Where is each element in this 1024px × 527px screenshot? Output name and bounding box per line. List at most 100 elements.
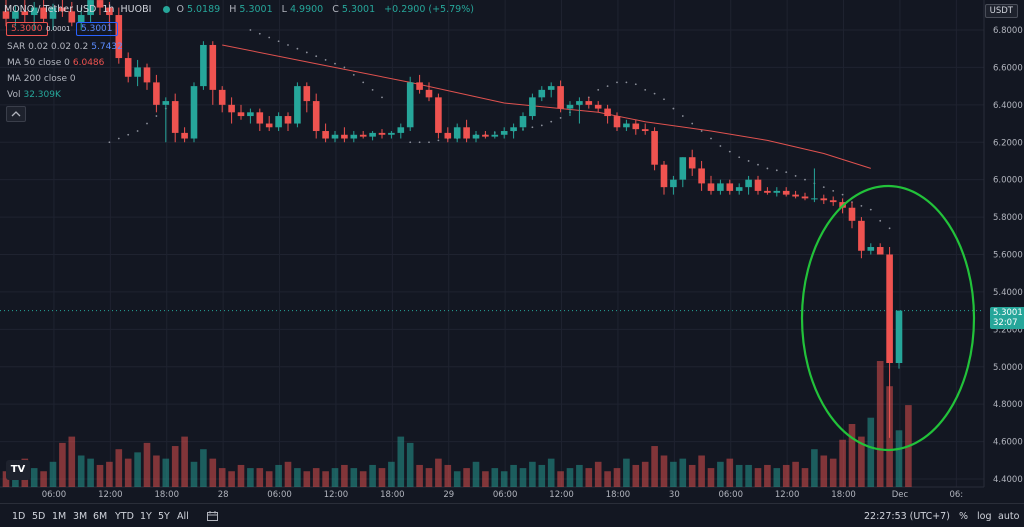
x-tick-label: 12:00: [98, 490, 123, 500]
candle-body: [191, 86, 198, 138]
candle-body: [454, 127, 461, 138]
candle-body: [492, 135, 499, 137]
candle-body: [445, 133, 452, 139]
candle-body: [322, 131, 329, 138]
exchange-label: HUOBI: [121, 4, 152, 15]
date-range-icon[interactable]: [206, 510, 220, 522]
timeframe-1y[interactable]: 1Y: [140, 511, 152, 522]
volume-bar: [332, 468, 339, 487]
candle-body: [886, 255, 893, 364]
sar-dot: [409, 141, 411, 143]
candle-body: [783, 191, 790, 195]
candle-body: [567, 105, 574, 109]
volume-bar: [736, 465, 743, 487]
sar-dot: [334, 63, 336, 65]
volume-bar: [492, 468, 499, 487]
timeframe-all[interactable]: All: [177, 511, 189, 522]
volume-bar: [482, 471, 489, 487]
percent-toggle[interactable]: %: [959, 511, 968, 522]
sar-dot: [127, 134, 129, 136]
volume-bar: [473, 462, 480, 487]
volume-bar: [557, 471, 564, 487]
timeframe-5y[interactable]: 5Y: [158, 511, 170, 522]
collapse-legend-button[interactable]: [6, 106, 26, 122]
sar-dot: [757, 164, 759, 166]
volume-bar: [116, 449, 123, 487]
volume-bar: [811, 449, 818, 487]
volume-bar: [745, 465, 752, 487]
y-tick-label: 6.0000: [993, 176, 1023, 186]
candle-body: [642, 129, 649, 131]
x-tick-label: 18:00: [380, 490, 405, 500]
volume-bar: [698, 456, 705, 488]
candle-body: [868, 247, 875, 251]
sar-dot: [616, 81, 618, 83]
sar-dot: [287, 44, 289, 46]
auto-toggle[interactable]: auto: [998, 511, 1019, 522]
candle-body: [764, 191, 771, 193]
sar-dot: [306, 52, 308, 54]
open-label: O: [176, 4, 183, 15]
volume-bar: [567, 468, 574, 487]
x-tick-label: 12:00: [775, 490, 800, 500]
tradingview-logo-icon[interactable]: TV: [6, 460, 30, 480]
volume-bar: [426, 468, 433, 487]
currency-label[interactable]: USDT: [985, 4, 1018, 18]
symbol-name[interactable]: MONO / Tether USD: [4, 4, 96, 15]
volume-bar: [604, 471, 611, 487]
candle-body: [463, 127, 470, 138]
volume-bar: [257, 468, 264, 487]
candle-body: [623, 124, 630, 128]
sar-dot: [109, 141, 111, 143]
sar-dot: [315, 55, 317, 57]
sell-button[interactable]: 5.3000: [6, 22, 48, 36]
volume-bar: [839, 440, 846, 487]
y-tick-label: 5.8000: [993, 213, 1023, 223]
candle-body: [285, 116, 292, 123]
indicator-ma200[interactable]: MA 200 close 0: [7, 74, 79, 84]
x-tick-label: 06:00: [718, 490, 743, 500]
sar-dot: [738, 156, 740, 158]
timeframe-5d[interactable]: 5D: [32, 511, 45, 522]
last-price-value: 5.3001: [993, 308, 1023, 318]
volume-bar: [275, 465, 282, 487]
timeframe-3m[interactable]: 3M: [73, 511, 87, 522]
timeframe-6m[interactable]: 6M: [93, 511, 107, 522]
candle-body: [163, 101, 170, 105]
low-label: L: [282, 4, 287, 15]
sar-dot: [729, 151, 731, 153]
candle-body: [811, 198, 818, 199]
x-tick-label: 18:00: [831, 490, 856, 500]
candle-body: [482, 135, 489, 137]
volume-bar: [134, 452, 141, 487]
volume-bar: [651, 446, 658, 487]
sar-dot: [861, 205, 863, 207]
sar-dot: [823, 186, 825, 188]
candle-body: [689, 157, 696, 168]
candle-body: [727, 183, 734, 190]
volume-bar: [125, 459, 132, 487]
buy-button[interactable]: 5.3001: [76, 22, 118, 36]
sar-dot: [795, 175, 797, 177]
chevron-up-icon: [7, 107, 25, 121]
sar-dot: [691, 123, 693, 125]
clock[interactable]: 22:27:53 (UTC+7): [864, 511, 950, 522]
log-toggle[interactable]: log: [977, 511, 991, 522]
volume-bar: [266, 471, 273, 487]
sar-dot: [673, 108, 675, 110]
sar-dot: [259, 33, 261, 35]
timeframe-1d[interactable]: 1D: [12, 511, 25, 522]
timeframe-ytd[interactable]: YTD: [115, 511, 134, 522]
volume-bar: [40, 471, 47, 487]
interval-label[interactable]: 1h: [102, 4, 114, 15]
volume-bar: [539, 465, 546, 487]
sar-dot: [842, 194, 844, 196]
candle-body: [557, 86, 564, 108]
timeframe-1m[interactable]: 1M: [52, 511, 66, 522]
spread-value: 0.0001: [46, 25, 71, 33]
